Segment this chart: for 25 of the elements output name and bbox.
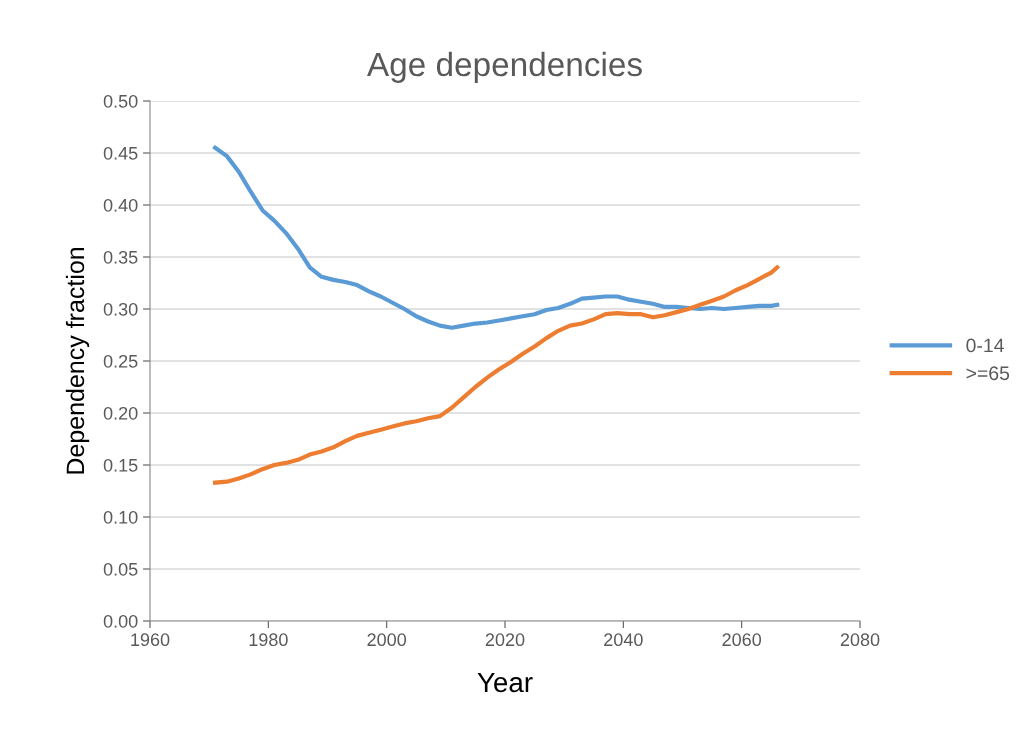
x-tick-label: 2080 <box>840 633 880 647</box>
line-series <box>212 145 780 330</box>
line-series <box>212 265 780 485</box>
x-tick-label: 2040 <box>604 633 643 647</box>
y-tick-label: 0.05 <box>103 562 138 576</box>
y-tick-label: 0.40 <box>103 198 138 212</box>
y-tick-label: 0.10 <box>103 510 138 524</box>
y-tick-label: 0.20 <box>103 406 138 420</box>
x-tick-label: 2060 <box>722 633 762 647</box>
y-tick-label: 0.45 <box>103 146 138 160</box>
y-tick-label: 0.35 <box>103 250 138 264</box>
y-tick-label: 0.00 <box>103 614 138 628</box>
x-tick-label: 1960 <box>131 633 170 647</box>
x-axis-title: Year <box>477 672 533 693</box>
x-tick-label: 2020 <box>485 633 525 647</box>
x-tick-label: 1980 <box>249 633 288 647</box>
y-tick-label: 0.50 <box>103 94 138 108</box>
chart-title: Age dependencies <box>367 51 642 83</box>
y-tick-label: 0.30 <box>103 302 138 316</box>
y-tick-label: 0.25 <box>103 354 138 368</box>
legend-label: 0-14 <box>966 338 1004 353</box>
y-axis-title: Dependency fraction <box>65 247 90 474</box>
y-tick-label: 0.15 <box>103 458 138 472</box>
x-tick-label: 2000 <box>367 633 407 647</box>
legend-label: >=65 <box>966 366 1010 381</box>
